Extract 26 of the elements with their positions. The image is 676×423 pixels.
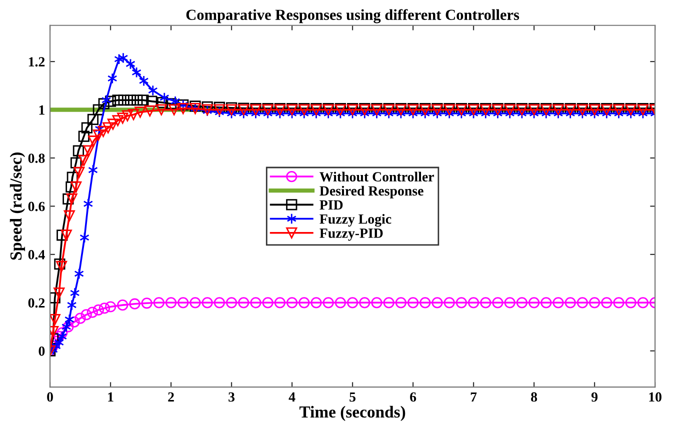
x-tick-label: 8 xyxy=(531,392,538,402)
y-axis-title: Speed (rad/sec) xyxy=(10,152,26,260)
y-tick-label: 0.2 xyxy=(28,298,45,308)
x-tick-label: 2 xyxy=(168,392,174,402)
legend-label: Desired Response xyxy=(320,186,424,198)
x-tick-label: 9 xyxy=(591,392,598,402)
x-tick-label: 7 xyxy=(470,392,477,402)
y-tick-label: 0.8 xyxy=(28,154,45,164)
y-tick-label: 0 xyxy=(38,346,45,356)
y-tick-label: 1.2 xyxy=(28,57,45,67)
legend-label: Fuzzy Logic xyxy=(320,214,392,227)
x-tick-label: 6 xyxy=(410,392,416,402)
y-tick-label: 0.6 xyxy=(28,202,45,212)
x-tick-label: 5 xyxy=(350,392,356,402)
x-tick-label: 3 xyxy=(228,392,235,402)
x-tick-label: 4 xyxy=(288,392,296,402)
y-tick-label: 0.4 xyxy=(28,250,45,260)
legend-label: Without Controller xyxy=(320,172,434,182)
y-tick-label: 1 xyxy=(39,105,44,115)
legend-label: Fuzzy-PID xyxy=(320,228,383,241)
chart-title: Comparative Responses using different Controllers xyxy=(186,9,520,24)
x-axis-title: Time (seconds) xyxy=(299,406,406,422)
x-tick-label: 0 xyxy=(47,392,53,402)
x-tick-label: 10 xyxy=(649,392,662,402)
x-tick-label: 1 xyxy=(108,392,114,402)
legend-label: PID xyxy=(320,200,343,210)
